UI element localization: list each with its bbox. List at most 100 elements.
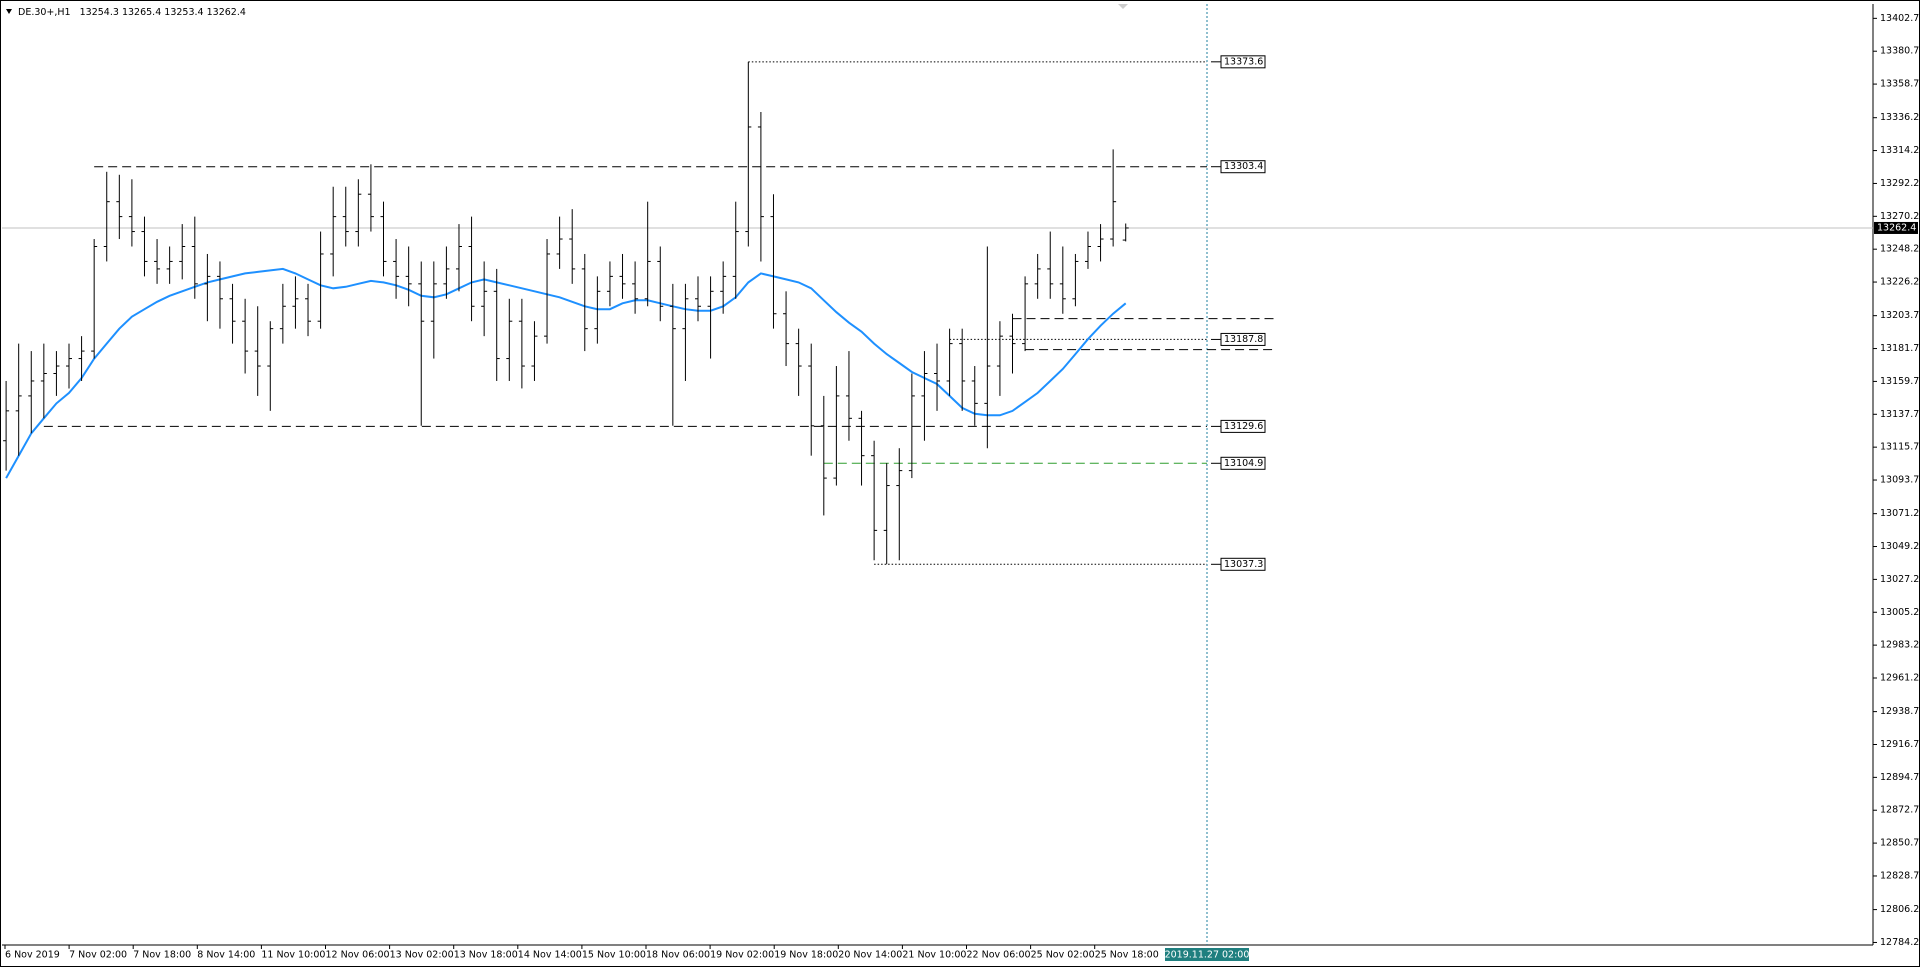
ohlc-bar [531,321,538,381]
ohlc-bar [229,283,236,344]
ohlc-bar [1059,246,1066,314]
open: 13254.3 [80,7,119,18]
ohlc-bar [908,373,915,479]
ohlc-bar [720,261,727,314]
y-tick-label: 13248.2 [1880,244,1919,255]
ohlc-bar [783,291,790,367]
ohlc-bar [1097,224,1104,262]
ohlc-bar [569,209,576,284]
ohlc-bar [342,186,349,247]
menu-arrow[interactable] [6,9,12,14]
ohlc-bar [355,179,362,247]
ohlc-bar [91,239,98,359]
ohlc-bar [745,61,752,247]
ohlc-bar [833,366,840,486]
header: DE.30+,H1 13254.3 13265.4 13253.4 13262.… [18,7,246,18]
ohlc-bar [166,246,173,284]
ohlc-bar [367,164,374,232]
level-label-text: 13303.4 [1224,161,1263,172]
cursor-label: 2019.11.27 02:00 [1165,950,1250,961]
y-tick-label: 13358.7 [1880,79,1919,90]
level-label-box [1220,456,1266,470]
x-tick-label: 18 Nov 06:00 [646,950,710,961]
ohlc-bar [1084,231,1091,269]
ohlc-bar [204,253,211,322]
ohlc-bar [481,261,488,337]
ohlc-bar [971,366,978,426]
x-tick-label: 7 Nov 02:00 [69,950,127,961]
ohlc-bar [883,463,890,565]
level-label: 13129.6 [1211,419,1266,433]
ohlc-bar [53,351,60,396]
ohlc-bar [455,224,462,292]
x-tick-label: 25 Nov 18:00 [1095,950,1159,961]
y-tick-label: 13402.7 [1880,13,1919,24]
ohlc-bar [556,216,563,269]
x-tick-label: 22 Nov 06:00 [967,950,1031,961]
ohlc-bar [732,201,739,299]
x-tick-label: 20 Nov 14:00 [838,950,902,961]
x-tick-label: 19 Nov 02:00 [710,950,774,961]
ohlc-bar [996,321,1003,396]
x-tick-label: 6 Nov 2019 [5,950,60,961]
ohlc-bar [795,328,802,396]
ohlc-bar [15,343,22,456]
ohlc-bar [896,448,903,561]
level-label-box [1220,160,1266,174]
level-label-text: 13187.8 [1224,334,1263,345]
level-label: 13037.3 [1211,557,1266,571]
level-label-box [1220,557,1266,571]
x-tick-label: 12 Nov 06:00 [326,950,390,961]
x-tick-label: 19 Nov 18:00 [774,950,838,961]
ohlc-bar [1110,149,1117,247]
ohlc-bar [581,253,588,352]
ohlc-bar [594,276,601,344]
ohlc-bar [179,224,186,280]
level-label: 13303.4 [1211,160,1266,174]
ohlc-bar [606,261,613,307]
ohlc-bar [518,298,525,389]
ohlc-bar [921,351,928,441]
ohlc-bar [1034,253,1041,299]
y-tick-label: 12916.7 [1880,739,1919,750]
ohlc-bar [418,261,425,426]
ohlc-bar [254,306,261,396]
y-tick-label: 13270.2 [1880,211,1919,222]
y-tick-label: 13005.2 [1880,607,1919,618]
ohlc-bar [141,216,148,277]
price-label: 13262.4 [1877,222,1916,233]
ohlc-bar [1047,231,1054,299]
y-tick-label: 13226.2 [1880,277,1919,288]
ohlc-bar [669,283,676,426]
y-tick-label: 13380.7 [1880,46,1919,57]
moving-average [5,267,1127,479]
y-tick-label: 13093.7 [1880,475,1919,486]
ohlc-bar [1072,253,1079,307]
ohlc-bar [871,440,878,561]
y-tick-label: 13292.2 [1880,178,1919,189]
ohlc-bar [330,186,337,277]
y-tick-label: 12806.2 [1880,904,1919,915]
ohlc-bar [1022,276,1029,352]
ohlc-bar [443,246,450,299]
ohlc-bar [1122,223,1129,242]
ohlc-bar [154,239,161,284]
y-tick-label: 13027.2 [1880,574,1919,585]
ohlc-bar [128,179,135,247]
x-tick-label: 11 Nov 10:00 [261,950,325,961]
ohlc-bar [820,395,827,516]
ohlc-bar [267,321,274,411]
ohlc-bar [103,171,110,262]
y-tick-label: 12784.2 [1880,937,1919,948]
ohlc-bar [770,194,777,329]
x-tick-label: 13 Nov 02:00 [390,950,454,961]
ohlc-bar [66,343,72,389]
x-tick-label: 14 Nov 14:00 [518,950,582,961]
ohlc-bar [430,261,437,359]
y-tick-label: 12894.7 [1880,772,1919,783]
ohlc-bar [1009,313,1016,374]
shift-marker[interactable] [1118,4,1128,9]
level-label-box [1220,419,1266,433]
